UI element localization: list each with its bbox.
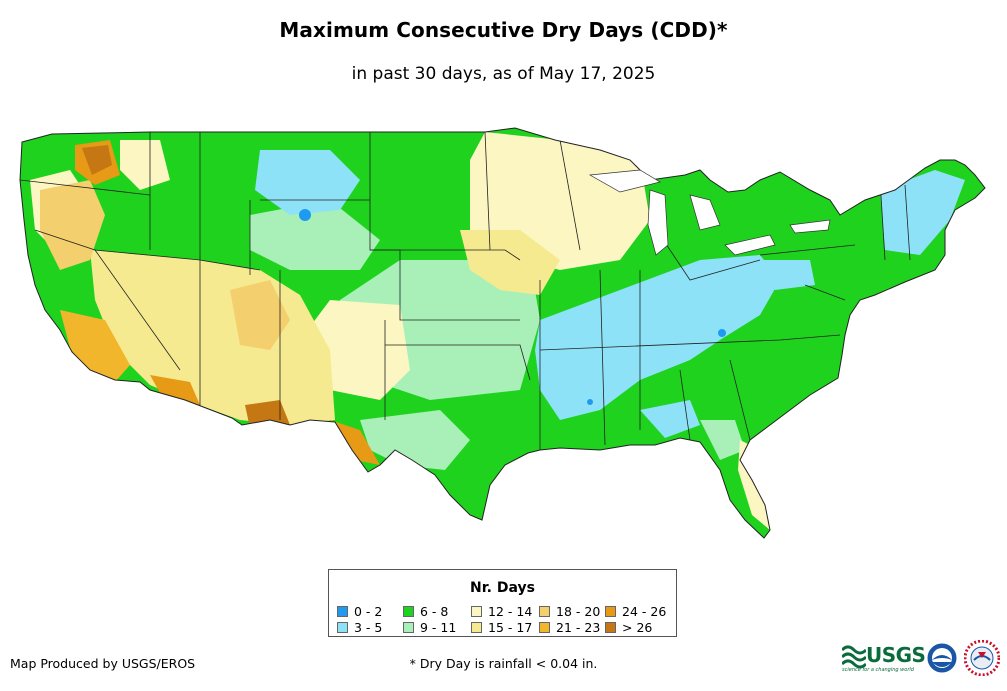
state-boundaries — [20, 131, 911, 450]
legend-item: > 26 — [605, 619, 653, 635]
zone-0-2-tennessee — [718, 329, 726, 337]
legend-swatch — [337, 605, 348, 617]
legend-item: 18 - 20 — [539, 603, 601, 619]
legend-item: 21 - 23 — [539, 619, 601, 635]
legend-swatch — [605, 605, 616, 617]
zone-over-26-arizona — [245, 400, 290, 428]
legend-swatch — [539, 621, 550, 633]
zone-3-5-pennsylvania — [760, 260, 815, 290]
zone-3-5-alabama — [640, 400, 700, 438]
zone-9-11-colorado — [250, 200, 380, 270]
dry-day-footnote: * Dry Day is rainfall < 0.04 in. — [409, 656, 598, 671]
zone-9-11-texas — [360, 410, 470, 470]
legend-label: 18 - 20 — [556, 603, 601, 619]
usgs-wave-icon — [842, 645, 866, 669]
zone-0-2-wyoming — [299, 209, 311, 221]
legend-label: 21 - 23 — [556, 619, 601, 635]
legend-swatch — [539, 605, 550, 617]
noaa-logo-icon — [926, 642, 958, 674]
zone-24-26-west-texas — [330, 420, 380, 465]
legend-label: > 26 — [622, 619, 653, 635]
legend-label: 12 - 14 — [488, 603, 533, 619]
legend-label: 0 - 2 — [354, 603, 383, 619]
legend-label: 9 - 11 — [420, 619, 457, 635]
legend-item: 0 - 2 — [337, 603, 383, 619]
legend-item: 3 - 5 — [337, 619, 383, 635]
zone-18-20-arizona — [230, 280, 290, 350]
legend-swatch — [471, 621, 482, 633]
great-lakes — [588, 169, 831, 256]
agency-logos: USGS science for a changing world — [842, 640, 1002, 678]
zone-12-14-washington — [120, 140, 170, 190]
legend-title: Nr. Days — [470, 580, 535, 596]
zone-over-26-oregon — [82, 145, 112, 175]
map-title: Maximum Consecutive Dry Days (CDD)* — [279, 18, 728, 42]
legend-item: 15 - 17 — [471, 619, 533, 635]
legend-label: 24 - 26 — [622, 603, 667, 619]
legend-item: 6 - 8 — [403, 603, 449, 619]
us-cdd-map — [19, 127, 986, 539]
legend-swatch — [337, 621, 348, 633]
legend-label: 3 - 5 — [354, 619, 383, 635]
legend-swatch — [403, 621, 414, 633]
zone-9-11-georgia — [700, 420, 745, 460]
nws-logo-icon — [964, 640, 1000, 676]
usgs-tagline: science for a changing world — [842, 667, 914, 673]
usgs-logo: USGS — [866, 643, 926, 667]
legend-swatch — [471, 605, 482, 617]
legend-label: 15 - 17 — [488, 619, 533, 635]
zone-15-17-iowa — [460, 230, 560, 295]
map-credit: Map Produced by USGS/EROS — [10, 656, 196, 671]
legend-swatch — [403, 605, 414, 617]
zone-3-5-montana — [255, 150, 360, 215]
legend: Nr. Days 0 - 2 3 - 5 6 - 8 9 - 11 12 - 1… — [328, 569, 677, 637]
legend-item: 12 - 14 — [471, 603, 533, 619]
zone-0-2-mississippi — [587, 399, 593, 405]
legend-label: 6 - 8 — [420, 603, 449, 619]
legend-item: 9 - 11 — [403, 619, 457, 635]
legend-swatch — [605, 621, 616, 633]
legend-item: 24 - 26 — [605, 603, 667, 619]
zone-21-23-socal — [60, 310, 130, 382]
map-subtitle: in past 30 days, as of May 17, 2025 — [351, 64, 656, 84]
zone-3-5-new-england — [880, 170, 965, 255]
zone-3-5-ohio-valley — [535, 255, 780, 420]
